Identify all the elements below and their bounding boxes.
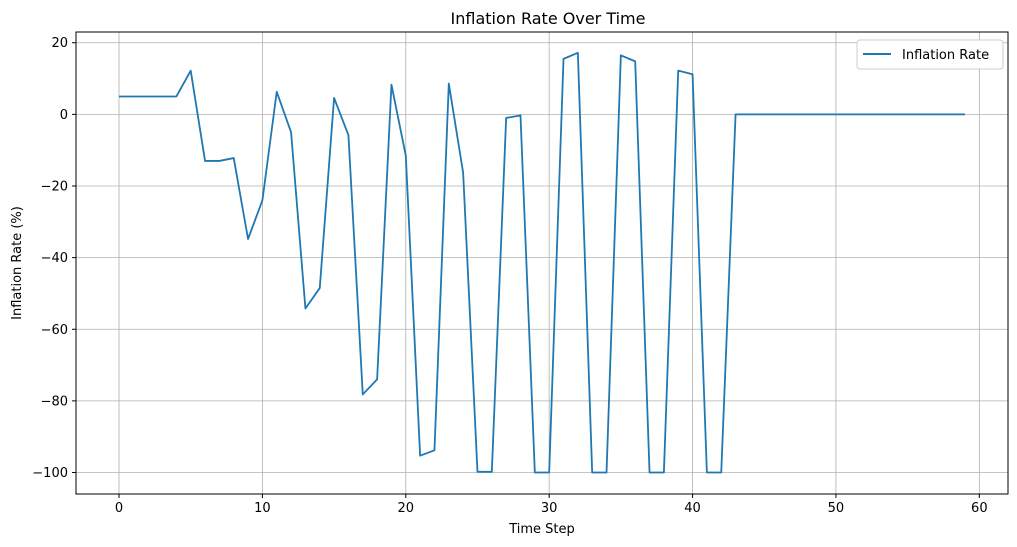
y-tick-label: −20 <box>41 180 68 195</box>
series-layer <box>119 51 965 474</box>
x-axis-label: Time Step <box>508 522 575 537</box>
plot-frame <box>75 31 1009 495</box>
chart-title: Inflation Rate Over Time <box>451 9 646 28</box>
y-axis: 20 0 −20 −40 −60 −80 −100 <box>32 36 76 481</box>
legend-box <box>856 39 1004 70</box>
grid <box>76 32 1008 494</box>
x-tick-label: 40 <box>684 501 701 516</box>
x-tick-label: 50 <box>828 501 845 516</box>
x-tick-label: 20 <box>398 501 415 516</box>
series-line <box>119 51 965 474</box>
y-tick-label: −60 <box>41 323 68 338</box>
y-tick-label: −40 <box>41 251 68 266</box>
y-tick-label: −80 <box>41 394 68 409</box>
x-tick-label: 30 <box>541 501 558 516</box>
x-axis: 0 10 20 30 40 50 60 <box>115 494 988 516</box>
x-tick-label: 10 <box>254 501 271 516</box>
y-axis-label: Inflation Rate (%) <box>10 206 25 320</box>
y-tick-label: 20 <box>51 36 68 51</box>
x-tick-label: 0 <box>115 501 123 516</box>
legend-label: Inflation Rate <box>902 48 989 63</box>
legend: Inflation Rate <box>856 39 1004 70</box>
y-tick-label: 0 <box>60 108 68 123</box>
x-tick-label: 60 <box>971 501 988 516</box>
y-tick-label: −100 <box>32 466 68 481</box>
